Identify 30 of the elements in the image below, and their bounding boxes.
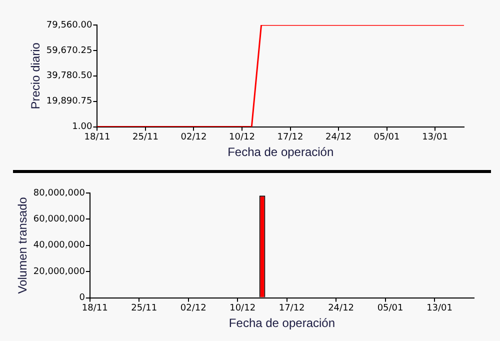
y-tick-label: 60,000,000	[33, 214, 86, 225]
y-tick-label: 39,780.50	[46, 71, 92, 82]
x-axis-title: Fecha de operación	[228, 145, 334, 160]
x-tick-label: 25/11	[131, 304, 158, 314]
y-tick-label: 20,000,000	[33, 266, 86, 277]
y-axis-title: Volumen transado	[16, 196, 30, 294]
x-axis-title: Fecha de operación	[228, 316, 336, 330]
x-tick-label: 17/12	[278, 304, 305, 314]
x-tick-label: 13/01	[422, 132, 448, 143]
x-tick-label: 02/12	[180, 304, 206, 314]
y-axis-title: Precio diario	[28, 42, 43, 110]
x-tick-label: 10/12	[229, 132, 255, 143]
x-tick-label: 24/12	[328, 304, 354, 314]
y-tick-label: 59,670.25	[46, 46, 92, 56]
y-tick-label: 0	[79, 293, 86, 304]
y-tick-label: 79,560.00	[46, 20, 92, 30]
x-tick-label: 18/11	[84, 132, 110, 143]
y-tick-label: 19,890.75	[46, 96, 92, 107]
y-tick-label: 80,000,000	[33, 188, 86, 198]
x-tick-label: 02/12	[180, 132, 207, 143]
y-tick-label: 40,000,000	[33, 240, 86, 251]
x-tick-label: 05/01	[377, 304, 404, 314]
x-tick-label: 17/12	[277, 132, 304, 143]
x-tick-label: 24/12	[326, 132, 352, 143]
x-tick-label: 25/11	[132, 132, 158, 143]
x-tick-label: 10/12	[230, 304, 256, 314]
x-tick-label: 18/11	[82, 304, 108, 314]
x-tick-label: 13/01	[426, 304, 452, 314]
x-tick-label: 05/01	[374, 132, 400, 143]
y-tick-label: 1.00	[72, 122, 92, 132]
